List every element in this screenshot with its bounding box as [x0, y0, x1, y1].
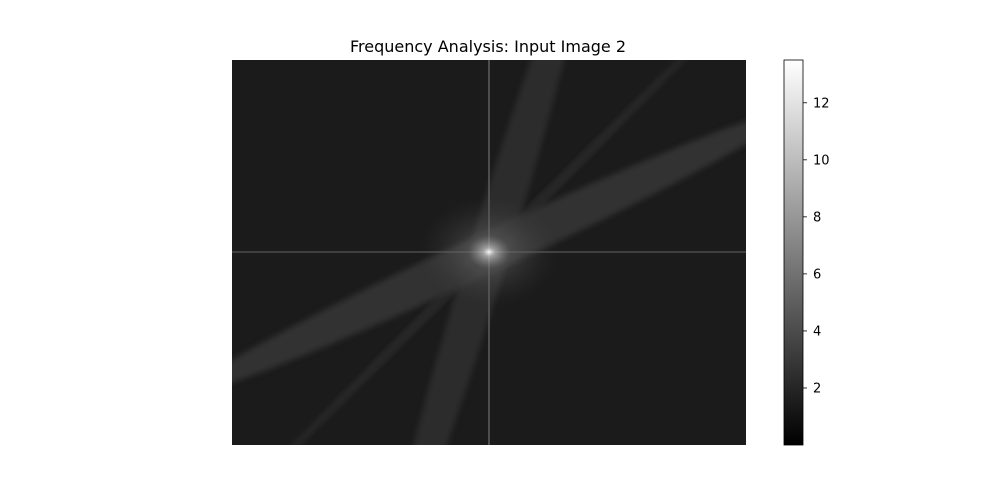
colorbar-ticks: 2 4 6 8 10 12: [803, 96, 830, 396]
colorbar-gradient: [783, 59, 804, 446]
spectrum-center-peak: [419, 197, 559, 307]
colorbar: 2 4 6 8 10 12: [783, 59, 830, 446]
colorbar-tick-label: 4: [813, 324, 821, 339]
colorbar-tick-label: 6: [813, 267, 821, 282]
colorbar-tick-label: 12: [813, 96, 830, 111]
chart-title: Frequency Analysis: Input Image 2: [350, 37, 626, 56]
spectrum-image: [232, 60, 746, 445]
colorbar-tick-label: 8: [813, 210, 821, 225]
colorbar-tick-label: 10: [813, 153, 830, 168]
colorbar-tick-label: 2: [813, 381, 821, 396]
